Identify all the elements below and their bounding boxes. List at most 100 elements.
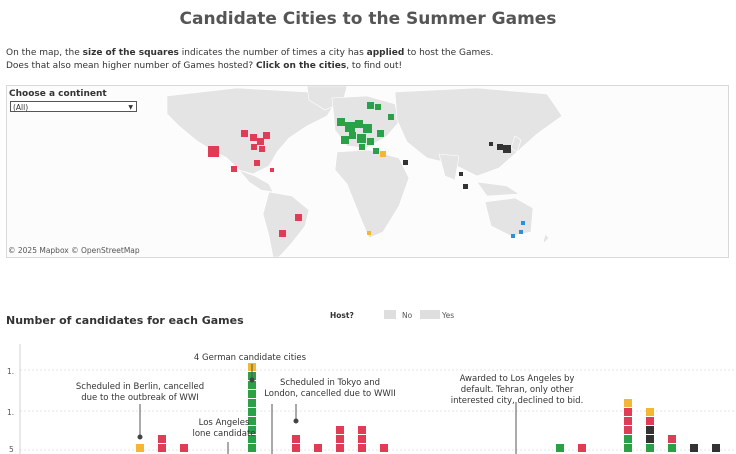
candidate-square[interactable] xyxy=(248,390,256,398)
chart-grid xyxy=(19,344,736,454)
candidate-square[interactable] xyxy=(556,444,564,452)
intro-line-2: Does that also mean higher number of Gam… xyxy=(6,60,403,71)
legend-title: Host? xyxy=(330,311,354,320)
city-marker[interactable] xyxy=(459,172,463,176)
candidate-square[interactable] xyxy=(314,444,322,452)
city-marker[interactable] xyxy=(375,104,381,110)
city-marker[interactable] xyxy=(250,134,257,141)
candidate-square[interactable] xyxy=(248,417,256,425)
candidate-square[interactable] xyxy=(624,399,632,407)
candidate-square[interactable] xyxy=(292,444,300,452)
legend-label-no: No xyxy=(402,311,413,320)
candidate-square[interactable] xyxy=(248,444,256,452)
city-marker[interactable] xyxy=(403,160,408,165)
city-marker[interactable] xyxy=(367,138,374,145)
city-marker[interactable] xyxy=(497,144,503,150)
city-marker[interactable] xyxy=(377,130,384,137)
annotation-berlin: Scheduled in Berlin, cancelled due to th… xyxy=(75,382,205,403)
city-marker[interactable] xyxy=(521,221,525,225)
candidate-square[interactable] xyxy=(624,426,632,434)
city-marker[interactable] xyxy=(359,144,365,150)
legend-swatch-yes[interactable] xyxy=(420,310,440,319)
candidate-square[interactable] xyxy=(158,435,166,443)
city-marker[interactable] xyxy=(257,138,264,145)
city-marker[interactable] xyxy=(279,230,286,237)
candidate-square[interactable] xyxy=(358,435,366,443)
city-marker[interactable] xyxy=(345,122,355,132)
intro-line-1: On the map, the size of the squares indi… xyxy=(6,48,494,58)
city-marker[interactable] xyxy=(208,146,219,157)
candidate-square[interactable] xyxy=(336,435,344,443)
city-marker[interactable] xyxy=(337,118,345,126)
candidate-square[interactable] xyxy=(646,417,654,425)
city-marker[interactable] xyxy=(263,132,270,139)
candidate-square[interactable] xyxy=(358,426,366,434)
map-attribution[interactable]: © 2025 Mapbox © OpenStreetMap xyxy=(8,246,140,255)
city-marker[interactable] xyxy=(355,120,363,128)
candidate-square[interactable] xyxy=(646,444,654,452)
candidate-square[interactable] xyxy=(248,408,256,416)
candidate-square[interactable] xyxy=(646,435,654,443)
candidate-square[interactable] xyxy=(624,408,632,416)
candidates-chart[interactable] xyxy=(0,334,736,454)
continent-filter-label: Choose a continent xyxy=(9,89,107,99)
city-marker[interactable] xyxy=(349,132,356,139)
candidate-square[interactable] xyxy=(646,426,654,434)
city-marker[interactable] xyxy=(241,130,248,137)
world-map[interactable] xyxy=(6,85,729,258)
y-tick-label: 5 xyxy=(9,445,14,454)
candidate-square[interactable] xyxy=(180,444,188,452)
city-marker[interactable] xyxy=(489,142,493,146)
candidate-square[interactable] xyxy=(690,444,698,452)
legend-swatch-no[interactable] xyxy=(384,310,396,319)
candidate-square[interactable] xyxy=(336,426,344,434)
city-marker[interactable] xyxy=(231,166,237,172)
candidate-square[interactable] xyxy=(248,399,256,407)
candidate-square[interactable] xyxy=(336,444,344,452)
candidate-square[interactable] xyxy=(578,444,586,452)
city-marker[interactable] xyxy=(463,184,468,189)
city-marker[interactable] xyxy=(254,160,260,166)
city-marker[interactable] xyxy=(295,214,302,221)
city-marker[interactable] xyxy=(503,145,511,153)
candidate-square[interactable] xyxy=(668,435,676,443)
city-marker[interactable] xyxy=(363,124,372,133)
city-marker[interactable] xyxy=(519,230,523,234)
candidate-square[interactable] xyxy=(248,381,256,389)
city-marker[interactable] xyxy=(270,168,274,172)
annotation-dot xyxy=(249,377,255,383)
annotation-german-cities: 4 German candidate cities xyxy=(193,353,307,363)
page-title: Candidate Cities to the Summer Games xyxy=(179,9,557,29)
annotation-awarded-la: Awarded to Los Angeles by default. Tehra… xyxy=(450,374,584,406)
candidate-square[interactable] xyxy=(380,444,388,452)
map-canvas[interactable] xyxy=(7,86,728,257)
candidate-square[interactable] xyxy=(358,444,366,452)
candidate-square[interactable] xyxy=(248,435,256,443)
candidate-square[interactable] xyxy=(668,444,676,452)
candidate-square[interactable] xyxy=(136,444,144,452)
city-marker[interactable] xyxy=(373,148,379,154)
city-marker[interactable] xyxy=(259,146,265,152)
continent-dropdown[interactable]: (All) ▼ xyxy=(10,101,137,112)
candidate-square[interactable] xyxy=(624,417,632,425)
annotation-tokyo-london: Scheduled in Tokyo and London, cancelled… xyxy=(264,378,396,399)
candidate-square[interactable] xyxy=(624,435,632,443)
candidate-square[interactable] xyxy=(646,408,654,416)
candidate-square[interactable] xyxy=(624,444,632,452)
city-marker[interactable] xyxy=(341,136,349,144)
city-marker[interactable] xyxy=(357,134,366,143)
city-marker[interactable] xyxy=(367,102,374,109)
annotation-los-angeles: Los Angeles lone candidate xyxy=(192,418,256,439)
candidate-square[interactable] xyxy=(712,444,720,452)
chart-bars xyxy=(136,363,720,452)
city-marker[interactable] xyxy=(388,114,394,120)
candidate-square[interactable] xyxy=(292,435,300,443)
city-marker[interactable] xyxy=(367,231,371,235)
candidate-square[interactable] xyxy=(248,426,256,434)
city-marker[interactable] xyxy=(511,234,515,238)
city-marker[interactable] xyxy=(251,144,257,150)
y-tick-label: 1. xyxy=(7,367,15,376)
annotation-leaders xyxy=(137,364,517,454)
city-marker[interactable] xyxy=(380,151,386,157)
candidate-square[interactable] xyxy=(158,444,166,452)
